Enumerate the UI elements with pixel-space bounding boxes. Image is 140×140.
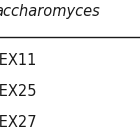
Text: ·EX27: ·EX27: [0, 115, 37, 130]
Text: ·EX11: ·EX11: [0, 53, 37, 68]
Text: ·EX25: ·EX25: [0, 84, 37, 99]
Text: accharomyces: accharomyces: [0, 4, 100, 19]
